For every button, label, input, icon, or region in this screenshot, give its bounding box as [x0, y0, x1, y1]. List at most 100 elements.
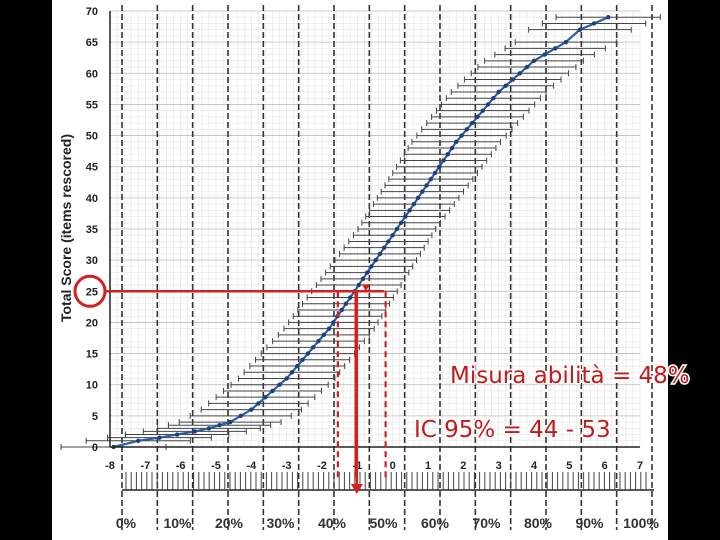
data-point	[289, 370, 295, 375]
data-point	[300, 357, 305, 362]
data-point	[238, 413, 243, 419]
x-tick-label: 6	[602, 460, 608, 472]
y-tick-label: 45	[86, 162, 98, 174]
y-tick-label: 60	[86, 68, 98, 80]
data-point	[454, 139, 459, 144]
x-tick-label: -6	[176, 460, 186, 472]
confidence-interval-label: IC 95% = 44 - 53	[414, 417, 611, 443]
data-point	[480, 108, 485, 113]
data-point	[249, 407, 254, 412]
percent-tick-label: 30%	[266, 515, 295, 531]
percent-tick-label: 20%	[215, 515, 244, 531]
data-point	[485, 102, 491, 107]
data-point	[157, 435, 162, 440]
data-point	[510, 77, 515, 82]
percent-tick-label: 50%	[369, 515, 398, 531]
data-point	[331, 320, 336, 325]
data-point	[386, 239, 391, 244]
data-point	[398, 220, 404, 225]
data-point	[227, 419, 233, 425]
y-tick-label: 50	[86, 131, 98, 143]
data-point	[459, 133, 464, 138]
data-point	[428, 176, 434, 182]
data-point	[591, 21, 597, 26]
data-point	[360, 276, 366, 282]
reference-lines	[73, 274, 387, 494]
percent-tick-label: 10%	[163, 515, 192, 531]
y-tick-label: 70	[86, 6, 98, 18]
data-point	[415, 195, 421, 201]
ability-measure-label: Misura abilità = 48%	[450, 363, 690, 389]
data-point	[339, 307, 344, 313]
x-tick-label: 0	[390, 460, 396, 472]
data-point	[206, 426, 212, 431]
x-tick-label: -2	[317, 460, 327, 472]
data-point	[270, 388, 275, 394]
data-point	[256, 401, 261, 406]
x-tick-label: 7	[637, 460, 643, 472]
plot-background	[52, 0, 668, 540]
data-point	[284, 376, 289, 381]
left-margin	[0, 0, 52, 540]
x-tick-label: -5	[211, 460, 221, 472]
percent-tick-label: 0%	[116, 515, 137, 531]
data-point	[563, 39, 568, 45]
data-point	[517, 71, 523, 76]
percent-tick-label: 90%	[575, 515, 604, 531]
data-point	[449, 145, 455, 151]
data-point	[369, 264, 374, 269]
y-tick-label: 40	[86, 193, 98, 205]
y-tick-label: 5	[92, 411, 98, 423]
data-point	[420, 189, 425, 194]
data-point	[524, 64, 530, 70]
percent-tick-label: 40%	[318, 515, 347, 531]
data-point	[326, 326, 332, 331]
data-point	[381, 245, 387, 250]
percent-scale: 0% 10% 20% 30% 40% 50% 60% 70% 80% 90% 100%	[116, 472, 659, 531]
x-tick-label: 2	[460, 460, 466, 472]
data-point	[577, 27, 583, 32]
x-tick-label: 1	[425, 460, 431, 472]
data-point	[437, 164, 442, 169]
data-point	[192, 429, 197, 434]
data-point	[491, 96, 496, 101]
data-point	[407, 208, 412, 213]
data-point	[136, 438, 141, 443]
data-point	[411, 201, 417, 207]
percent-tick-label: 80%	[524, 515, 553, 531]
data-point	[469, 120, 475, 126]
data-point	[394, 226, 400, 232]
data-point	[542, 52, 547, 57]
data-point	[277, 382, 282, 387]
data-point	[445, 152, 450, 157]
data-point	[365, 270, 370, 275]
x-tick-label: 4	[531, 460, 538, 472]
data-points	[111, 15, 611, 450]
y-tick-label: 10	[86, 380, 98, 392]
data-point	[321, 332, 326, 338]
data-point	[305, 351, 311, 356]
score-highlight-circle	[73, 274, 107, 308]
y-tick-label: 65	[86, 37, 98, 49]
data-point	[403, 214, 408, 219]
data-point	[310, 345, 316, 350]
percent-tick-label: 100%	[623, 515, 659, 531]
data-point	[441, 158, 446, 163]
data-point	[343, 301, 349, 306]
data-point	[316, 338, 321, 344]
x-tick-label: 5	[566, 460, 572, 472]
grid	[109, 5, 653, 530]
data-point	[531, 58, 537, 64]
x-tick-label: -3	[282, 460, 292, 472]
y-tick-label: 30	[86, 255, 98, 267]
data-point	[295, 363, 300, 369]
data-point	[217, 423, 222, 428]
data-point	[263, 394, 268, 400]
y-axis-label: Total Score (items rescored)	[58, 134, 74, 322]
y-tick-label: 25	[86, 286, 98, 298]
y-tick-label: 0	[92, 442, 98, 454]
data-point	[606, 15, 611, 20]
x-tick-label: 3	[496, 460, 502, 472]
